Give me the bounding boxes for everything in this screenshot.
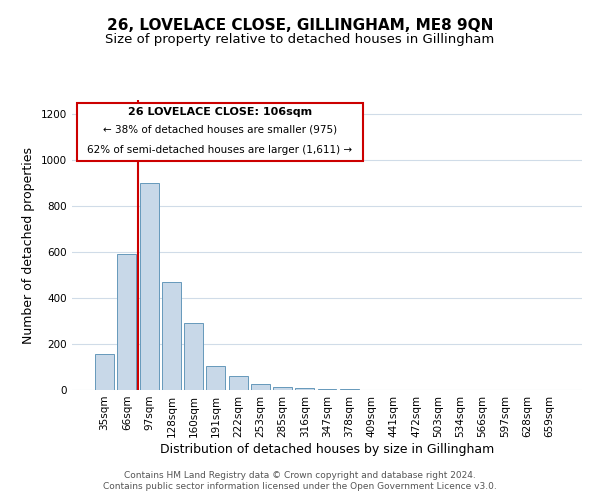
Bar [206, 366, 225, 390]
Bar [295, 388, 314, 390]
Text: 26, LOVELACE CLOSE, GILLINGHAM, ME8 9QN: 26, LOVELACE CLOSE, GILLINGHAM, ME8 9QN [107, 18, 493, 32]
Text: Contains HM Land Registry data © Crown copyright and database right 2024.: Contains HM Land Registry data © Crown c… [124, 471, 476, 480]
Text: Size of property relative to detached houses in Gillingham: Size of property relative to detached ho… [106, 32, 494, 46]
X-axis label: Distribution of detached houses by size in Gillingham: Distribution of detached houses by size … [160, 442, 494, 456]
Bar [251, 384, 270, 390]
FancyBboxPatch shape [77, 103, 363, 161]
Text: ← 38% of detached houses are smaller (975): ← 38% of detached houses are smaller (97… [103, 124, 337, 134]
Y-axis label: Number of detached properties: Number of detached properties [22, 146, 35, 344]
Bar [184, 324, 203, 390]
Bar [273, 386, 292, 390]
Bar [118, 254, 136, 390]
Bar [162, 282, 181, 390]
Bar [140, 183, 158, 390]
Bar [95, 354, 114, 390]
Text: Contains public sector information licensed under the Open Government Licence v3: Contains public sector information licen… [103, 482, 497, 491]
Bar [317, 389, 337, 390]
Bar [229, 376, 248, 390]
Text: 62% of semi-detached houses are larger (1,611) →: 62% of semi-detached houses are larger (… [88, 146, 352, 156]
Text: 26 LOVELACE CLOSE: 106sqm: 26 LOVELACE CLOSE: 106sqm [128, 108, 312, 117]
